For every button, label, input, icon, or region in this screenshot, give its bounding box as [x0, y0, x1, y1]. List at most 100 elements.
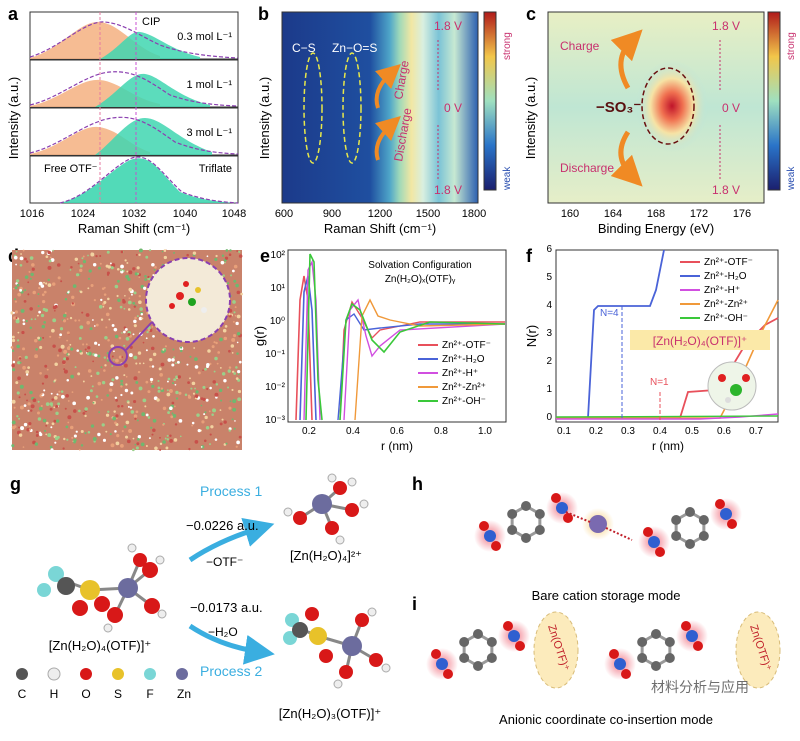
md-particle — [115, 376, 119, 380]
md-particle — [166, 392, 171, 397]
md-particle — [16, 415, 19, 418]
md-particle — [229, 249, 232, 252]
md-particle — [47, 250, 51, 255]
e-legend-item: Zn²⁺-OTF⁻ — [442, 340, 491, 351]
md-particle — [13, 406, 16, 409]
md-particle — [189, 377, 191, 380]
md-particle — [66, 318, 69, 320]
panel-label-g: g — [10, 474, 21, 494]
md-particle — [90, 424, 95, 428]
md-particle — [39, 371, 42, 375]
md-particle — [130, 410, 135, 414]
md-particle — [34, 442, 39, 446]
md-particle — [77, 262, 80, 265]
md-particle — [63, 357, 67, 361]
md-particle — [100, 298, 103, 302]
md-particle — [104, 364, 107, 367]
e-title2: Zn(H₂O)ₓ(OTF)ᵧ — [385, 274, 456, 285]
md-particle — [35, 347, 38, 351]
md-particle — [109, 306, 112, 310]
md-particle — [47, 265, 52, 270]
md-particle — [105, 312, 110, 317]
md-particle — [75, 430, 78, 433]
md-particle — [69, 343, 72, 346]
b-v-bot: 1.8 V — [434, 183, 462, 197]
md-particle — [40, 392, 43, 395]
md-particle — [115, 417, 118, 420]
c-xtick: 160 — [561, 208, 579, 220]
md-particle — [26, 428, 30, 432]
md-particle — [41, 293, 45, 297]
md-particle — [84, 407, 88, 411]
md-particle — [12, 368, 16, 372]
md-particle — [125, 274, 130, 279]
md-particle — [24, 393, 27, 396]
md-particle — [96, 371, 100, 376]
md-particle — [120, 393, 123, 397]
md-particle — [135, 446, 139, 450]
md-particle — [179, 435, 182, 438]
md-particle — [17, 292, 22, 297]
md-particle — [191, 424, 194, 427]
md-particle — [53, 379, 57, 382]
md-particle — [133, 291, 137, 295]
md-particle — [67, 291, 70, 294]
md-particle — [174, 383, 177, 386]
e-legend: Zn²⁺-OTF⁻ Zn²⁺-H₂O Zn²⁺-H⁺ Zn²⁺-Zn²⁺ Zn²… — [418, 340, 491, 407]
md-particle — [120, 250, 124, 254]
md-particle — [52, 249, 55, 252]
benzene-molecule — [474, 492, 578, 552]
md-particle — [17, 361, 21, 365]
md-particle — [197, 371, 201, 375]
md-particle — [152, 352, 157, 357]
md-particle — [27, 402, 31, 406]
panel-h: h Bare cation storage mode — [412, 474, 742, 603]
md-particle — [67, 353, 70, 356]
md-particle — [141, 317, 144, 320]
md-particle — [19, 288, 23, 292]
g-atom-label: F — [146, 687, 153, 701]
md-particle — [62, 319, 67, 323]
e-xtick: 0.8 — [434, 426, 448, 437]
md-particle — [163, 255, 168, 260]
a-row-4-label: Triflate — [199, 163, 232, 175]
md-particle — [92, 436, 97, 441]
e-xtick: 0.6 — [390, 426, 404, 437]
md-particle — [135, 381, 139, 384]
md-particle — [134, 443, 137, 446]
c-so3-label: −SO₃⁻ — [596, 99, 641, 116]
b-charge: Charge — [391, 59, 412, 101]
md-particle — [57, 276, 61, 280]
g-atom-legend: C H O S F Zn — [16, 667, 191, 701]
md-particle — [50, 392, 53, 395]
md-particle — [72, 284, 77, 288]
md-particle — [74, 257, 79, 262]
md-particle — [227, 386, 230, 389]
md-particle — [133, 355, 138, 360]
md-particle — [162, 440, 166, 444]
md-particle — [192, 251, 197, 255]
md-particle — [121, 430, 124, 433]
md-particle — [209, 443, 211, 446]
md-particle — [225, 249, 229, 252]
md-particle — [151, 433, 154, 436]
md-particle — [55, 405, 59, 408]
md-particle — [238, 254, 243, 258]
md-particle — [102, 438, 107, 442]
c-v-top: 1.8 V — [712, 19, 740, 33]
md-particle — [45, 282, 48, 285]
md-particle — [109, 382, 114, 387]
md-particle — [228, 253, 232, 256]
md-particle — [49, 445, 53, 449]
md-particle — [193, 347, 196, 349]
md-particle — [151, 365, 155, 368]
md-particle — [115, 441, 120, 446]
md-particle — [54, 436, 59, 441]
e-ytick: 10² — [271, 250, 286, 261]
md-particle — [117, 298, 121, 303]
md-particle — [78, 337, 82, 340]
md-particle — [92, 401, 95, 404]
md-particle — [23, 422, 28, 427]
a-ylabel: Intensity (a.u.) — [6, 77, 21, 159]
md-particle — [123, 374, 126, 377]
